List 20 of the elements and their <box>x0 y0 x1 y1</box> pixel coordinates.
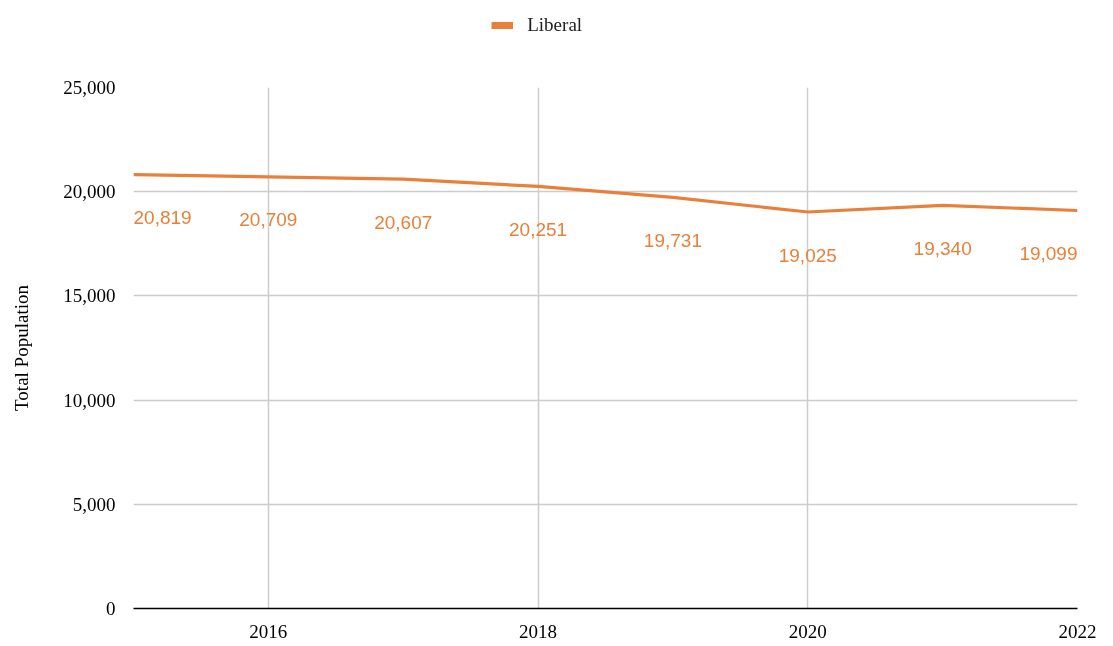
y-tick-label: 0 <box>106 598 116 619</box>
x-tick-label: 2020 <box>788 620 827 642</box>
data-label: 19,099 <box>1019 242 1078 264</box>
x-tick-label: 2022 <box>1058 620 1097 642</box>
y-axis-title: Total Population <box>11 284 33 411</box>
data-label: 19,025 <box>778 244 837 266</box>
x-tick-label: 2016 <box>249 620 288 642</box>
y-tick-label: 5,000 <box>72 493 116 515</box>
data-label: 19,340 <box>913 237 972 259</box>
data-label: 20,709 <box>239 209 298 231</box>
y-tick-label: 10,000 <box>63 389 116 411</box>
data-label: 20,251 <box>509 218 568 240</box>
data-label: 19,731 <box>643 229 702 251</box>
y-tick-label: 15,000 <box>63 285 116 307</box>
y-tick-label: 25,000 <box>63 77 116 98</box>
legend-label: Liberal <box>527 14 583 36</box>
data-label: 20,607 <box>374 211 433 233</box>
data-label: 20,819 <box>133 207 192 229</box>
y-tick-label: 20,000 <box>63 181 116 203</box>
x-tick-label: 2018 <box>519 620 558 642</box>
